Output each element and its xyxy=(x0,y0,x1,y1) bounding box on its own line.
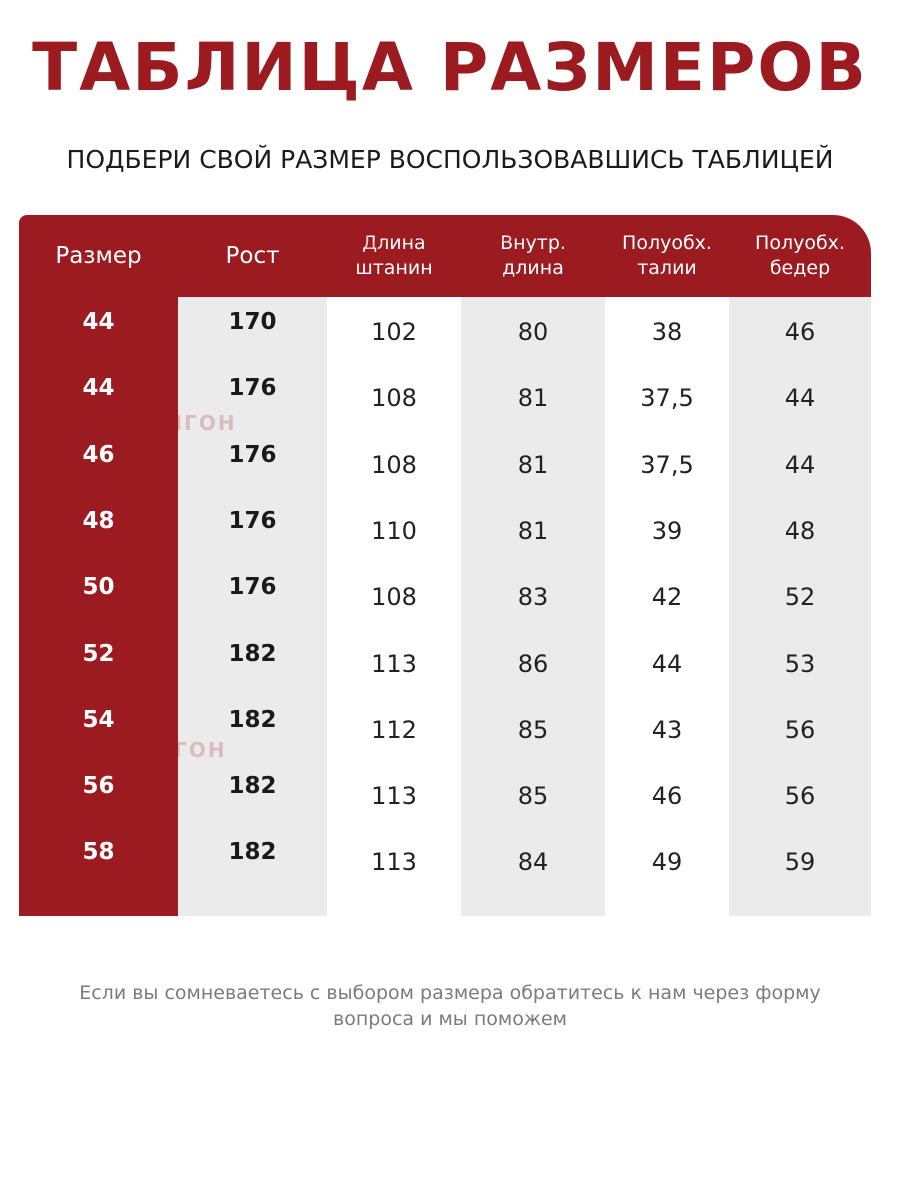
measurement-value: 53 xyxy=(784,649,816,678)
measurement-value: 113 xyxy=(371,782,417,811)
height-value: 170 xyxy=(228,309,277,335)
measurement-value: 108 xyxy=(371,450,417,479)
height-value: 182 xyxy=(228,773,277,800)
measurement-value: 108 xyxy=(371,384,417,413)
size-value: 50 xyxy=(82,574,115,601)
column-background xyxy=(327,297,461,916)
column-background xyxy=(178,297,327,916)
measurement-value: 113 xyxy=(371,848,417,877)
height-value: 182 xyxy=(228,706,277,733)
measurement-value: 56 xyxy=(784,715,816,744)
measurement-value: 44 xyxy=(784,450,816,479)
size-value: 58 xyxy=(82,839,115,866)
page-title: ТАБЛИЦА РАЗМЕРОВ xyxy=(32,29,868,106)
measurement-value: 113 xyxy=(371,649,417,678)
measurement-value: 84 xyxy=(517,848,549,877)
measurement-value: 46 xyxy=(651,782,683,811)
measurement-value: 112 xyxy=(371,715,417,744)
size-value: 44 xyxy=(82,375,115,402)
measurement-value: 102 xyxy=(371,318,417,346)
measurement-value: 86 xyxy=(517,649,549,678)
measurement-value: 48 xyxy=(784,516,816,545)
measurement-value: 49 xyxy=(651,848,683,877)
measurement-value: 81 xyxy=(517,516,549,545)
measurement-value: 85 xyxy=(517,782,549,811)
header-size: Размер xyxy=(55,242,142,269)
header-half-hip: Полуобх. бедер xyxy=(755,232,845,279)
measurement-value: 110 xyxy=(371,516,417,545)
measurement-value: 44 xyxy=(651,649,683,678)
height-value: 182 xyxy=(228,640,277,667)
measurement-value: 80 xyxy=(517,318,549,346)
measurement-value: 44 xyxy=(784,384,816,413)
height-value: 182 xyxy=(228,839,277,866)
header-inseam: Внутр. длина xyxy=(500,232,566,279)
column-background xyxy=(461,297,605,916)
measurement-value: 108 xyxy=(371,583,417,612)
measurement-value: 37,5 xyxy=(640,450,694,479)
header-half-waist: Полуобх. талии xyxy=(622,232,712,279)
height-value: 176 xyxy=(228,375,277,402)
header-height: Рост xyxy=(225,242,280,269)
page-subtitle: ПОДБЕРИ СВОЙ РАЗМЕР ВОСПОЛЬЗОВАВШИСЬ ТАБ… xyxy=(66,145,834,174)
measurement-value: 52 xyxy=(784,583,816,612)
measurement-value: 43 xyxy=(651,715,683,744)
header-leg-length: Длина штанин xyxy=(355,232,433,279)
help-footnote: Если вы сомневаетесь с выбором размера о… xyxy=(79,982,821,1030)
height-value: 176 xyxy=(228,441,277,468)
table-header-band xyxy=(19,215,871,297)
measurement-value: 38 xyxy=(651,318,683,346)
measurement-value: 37,5 xyxy=(640,384,694,413)
measurement-value: 81 xyxy=(517,450,549,479)
measurement-value: 85 xyxy=(517,715,549,744)
size-value: 44 xyxy=(82,309,115,335)
measurement-value: 59 xyxy=(784,848,816,877)
size-value: 48 xyxy=(82,507,115,534)
height-value: 176 xyxy=(228,574,277,601)
size-column-background xyxy=(19,297,178,916)
measurement-value: 39 xyxy=(651,516,683,545)
column-background xyxy=(729,297,871,916)
measurement-value: 42 xyxy=(651,583,683,612)
column-background xyxy=(605,297,729,916)
height-value: 176 xyxy=(228,507,277,534)
size-value: 46 xyxy=(82,441,115,468)
size-value: 56 xyxy=(82,773,115,800)
size-value: 52 xyxy=(82,640,115,667)
size-table: Размер Рост Длина штанин Внутр. длина Полуоб… xyxy=(19,215,871,916)
measurement-value: 83 xyxy=(517,583,549,612)
measurement-value: 81 xyxy=(517,384,549,413)
measurement-value: 56 xyxy=(784,782,816,811)
size-value: 54 xyxy=(82,706,115,733)
measurement-value: 46 xyxy=(784,318,816,346)
